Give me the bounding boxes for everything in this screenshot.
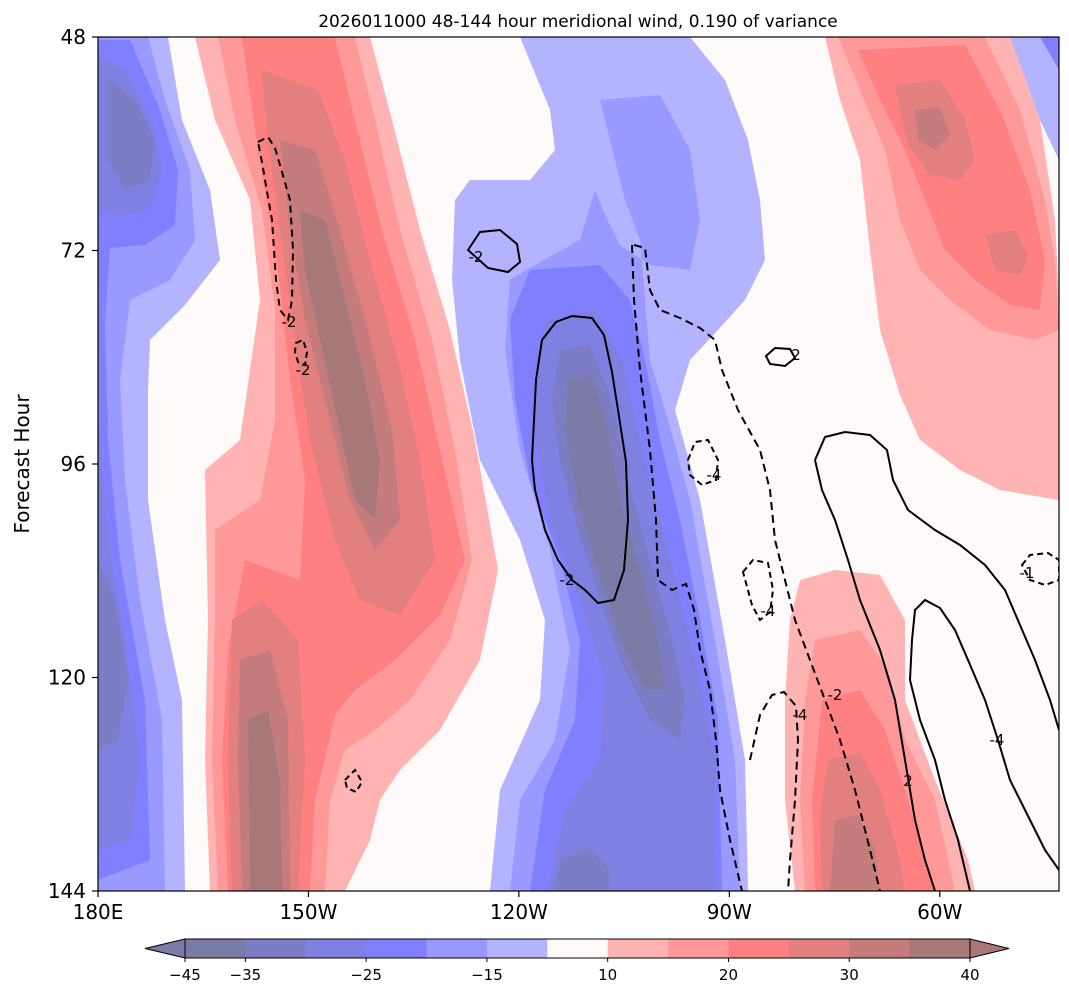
colorbar-under-triangle: [144, 938, 186, 959]
colorbar-frame: [184, 938, 971, 959]
colorbar-band: [909, 939, 971, 958]
fill-blue-corner-topright: [1010, 37, 1059, 160]
contour-pos-tiny: [764, 346, 797, 368]
contour-pos-small: [466, 228, 522, 274]
y-axis: 48 72 96 120 144: [48, 25, 98, 903]
fill-red-60w-l4b: [985, 230, 1028, 275]
colorbar-tick-label: 30: [840, 966, 859, 984]
y-tick-label: 144: [48, 879, 86, 903]
contour-label: -2: [282, 313, 297, 331]
contour-pos-110w: [530, 314, 630, 605]
chart-title: 2026011000 48-144 hour meridional wind, …: [318, 12, 838, 32]
colorbar-band: [305, 939, 367, 958]
colorbar: −45 −35 −25 −15 10 20 30 40: [144, 938, 1010, 984]
fill-blue-west-l5b: [98, 560, 128, 750]
contour-labels: -2 -2 -2 -2 2 -4 -4 -2 -4 -1 2 -4: [282, 248, 1035, 790]
contour-neg-80w: [749, 690, 800, 891]
y-axis-label: Forecast Hour: [10, 394, 34, 534]
fill-blue-110w-l6: [565, 375, 665, 690]
contour-label: 2: [903, 772, 913, 790]
contour-label: -4: [990, 731, 1005, 749]
colorbar-band: [849, 939, 911, 958]
contour-pos-70w-b: [814, 459, 936, 891]
contour-neg-105w: [631, 244, 743, 891]
x-tick-label: 150W: [279, 900, 337, 924]
x-tick-label: 180E: [73, 900, 124, 924]
fill-blue-corner-topright-2: [1040, 37, 1059, 70]
feature-blue-110w: [452, 37, 765, 891]
colorbar-tick-label: −15: [471, 966, 503, 984]
contour-label: 2: [791, 346, 801, 364]
colorbar-tick-label: −25: [350, 966, 382, 984]
colorbar-band: [607, 939, 669, 958]
colorbar-band: [185, 939, 246, 958]
fill-red-dateline-l6: [300, 210, 380, 520]
x-tick-label: 120W: [490, 900, 548, 924]
colorbar-over-triangle: [969, 938, 1010, 959]
colorbar-band: [426, 939, 488, 958]
contour-label: -2: [560, 571, 575, 589]
contour-pos-60w-b: [909, 679, 971, 891]
contour-lines: [256, 135, 1059, 891]
contour-label: -2: [469, 248, 484, 266]
contour-neg-dateline: [256, 135, 295, 323]
y-tick-label: 96: [61, 452, 86, 476]
fill-red-dateline-l6b: [248, 710, 282, 891]
feature-red-dateline: [195, 37, 498, 891]
colorbar-band: [547, 939, 609, 958]
plot-area: -2 -2 -2 -2 2 -4 -4 -2 -4 -1 2 -4: [98, 37, 1059, 891]
colorbar-band: [728, 939, 790, 958]
colorbar-band: [668, 939, 729, 958]
colorbar-tick-label: 20: [719, 966, 738, 984]
contour-neg-small-e: [1020, 551, 1059, 587]
contour-neg-small-b: [343, 768, 364, 794]
contour-label: -4: [793, 706, 808, 724]
x-axis: 180E 150W 120W 90W 60W: [73, 891, 963, 924]
contour-label: -2: [828, 686, 843, 704]
fill-blue-110w-l5b: [555, 848, 610, 891]
fill-red-60w-l5: [915, 108, 950, 150]
colorbar-band: [788, 939, 850, 958]
x-tick-label: 90W: [707, 900, 752, 924]
colorbar-band: [366, 939, 428, 958]
contour-pos-60w: [909, 598, 1059, 871]
feature-red-70w: [785, 570, 975, 891]
fill-red-70w-l5: [830, 815, 880, 891]
contour-neg-small-c: [686, 438, 720, 487]
colorbar-tick-label: −45: [169, 966, 201, 984]
contour-pos-70w: [814, 430, 1059, 731]
y-tick-label: 72: [61, 239, 86, 263]
contour-neg-small-a: [293, 338, 309, 367]
feature-blue-west: [98, 37, 220, 891]
contour-label: -1: [1020, 564, 1035, 582]
x-tick-label: 60W: [917, 900, 962, 924]
colorbar-tick-label: 40: [960, 966, 979, 984]
colorbar-band: [245, 939, 307, 958]
contour-label: -4: [761, 602, 776, 620]
feature-red-60w: [825, 37, 1059, 500]
colorbar-tick-label: 10: [598, 966, 617, 984]
y-tick-label: 120: [48, 666, 86, 690]
contour-label: -4: [707, 466, 722, 484]
colorbar-band: [486, 939, 548, 958]
fill-blue-west-l5: [108, 80, 155, 190]
colorbar-tick-label: −35: [230, 966, 262, 984]
y-tick-label: 48: [61, 25, 86, 49]
contour-neg-90w: [633, 244, 881, 891]
contour-label: -2: [296, 361, 311, 379]
